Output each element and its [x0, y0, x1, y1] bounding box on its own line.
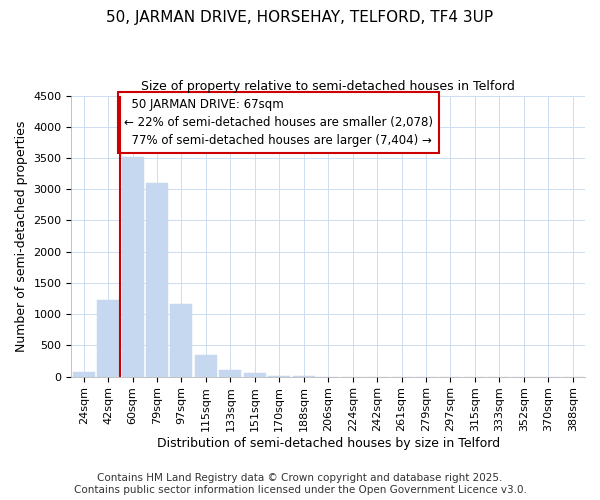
- Y-axis label: Number of semi-detached properties: Number of semi-detached properties: [15, 120, 28, 352]
- Bar: [97, 300, 119, 376]
- Title: Size of property relative to semi-detached houses in Telford: Size of property relative to semi-detach…: [141, 80, 515, 93]
- Bar: [220, 370, 241, 376]
- Bar: [146, 183, 168, 376]
- Text: Contains HM Land Registry data © Crown copyright and database right 2025.
Contai: Contains HM Land Registry data © Crown c…: [74, 474, 526, 495]
- Bar: [244, 374, 266, 376]
- Bar: [195, 354, 217, 376]
- Bar: [170, 304, 193, 376]
- Bar: [122, 157, 143, 376]
- Text: 50 JARMAN DRIVE: 67sqm
← 22% of semi-detached houses are smaller (2,078)
  77% o: 50 JARMAN DRIVE: 67sqm ← 22% of semi-det…: [124, 98, 433, 148]
- Text: 50, JARMAN DRIVE, HORSEHAY, TELFORD, TF4 3UP: 50, JARMAN DRIVE, HORSEHAY, TELFORD, TF4…: [106, 10, 494, 25]
- X-axis label: Distribution of semi-detached houses by size in Telford: Distribution of semi-detached houses by …: [157, 437, 500, 450]
- Bar: [73, 372, 95, 376]
